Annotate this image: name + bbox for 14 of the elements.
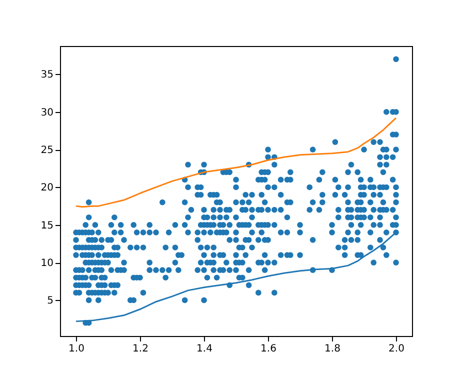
- x-tick-label: 1.8: [324, 344, 340, 354]
- y-tick-label: 35: [40, 70, 54, 81]
- y-tick-label: 30: [40, 107, 54, 118]
- y-tick-label: 15: [40, 220, 54, 232]
- y-tick-label: 10: [40, 258, 54, 270]
- y-tick-label: 20: [40, 182, 54, 194]
- line-series: [75, 117, 397, 208]
- x-tick-label: 2.0: [388, 344, 404, 354]
- x-tick-label: 1.6: [260, 344, 276, 354]
- y-tick-label: 25: [40, 145, 54, 156]
- y-tick-label: 5: [47, 296, 54, 307]
- x-tick-label: 1.0: [68, 344, 84, 354]
- x-tick-label: 1.4: [196, 344, 212, 354]
- x-tick-label: 1.2: [132, 344, 148, 354]
